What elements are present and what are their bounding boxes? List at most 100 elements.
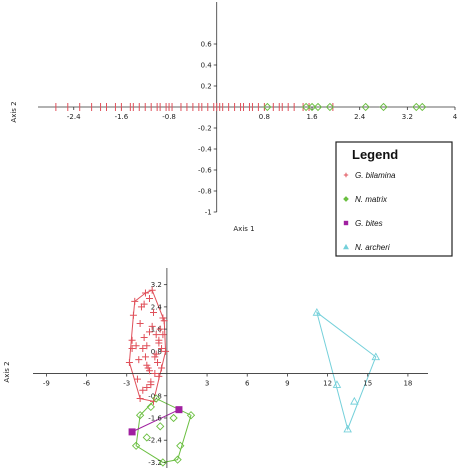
bottom-point bbox=[159, 314, 167, 322]
top-x-tick-label: 0.8 bbox=[259, 113, 270, 121]
bottom-point bbox=[169, 413, 178, 423]
top-x-tick-label: 1.6 bbox=[306, 113, 318, 121]
top-point bbox=[379, 102, 388, 112]
bottom-point bbox=[145, 367, 153, 375]
bottom-point bbox=[151, 370, 159, 378]
top-x-tick-label: 2.4 bbox=[354, 113, 366, 121]
bottom-point bbox=[139, 386, 147, 394]
legend-box bbox=[335, 141, 453, 257]
bottom-point bbox=[158, 345, 166, 353]
bottom-point bbox=[145, 295, 153, 303]
bottom-y-tick-label: 3.2 bbox=[151, 281, 162, 289]
bottom-point bbox=[155, 336, 163, 344]
bottom-point bbox=[150, 308, 158, 316]
legend-marker bbox=[343, 243, 349, 250]
top-point bbox=[412, 102, 421, 112]
bottom-point bbox=[128, 428, 136, 436]
bottom-point bbox=[158, 458, 168, 467]
bottom-point bbox=[173, 455, 182, 464]
legend-marker bbox=[343, 172, 349, 178]
bottom-point bbox=[141, 353, 149, 361]
bottom-point bbox=[158, 364, 166, 372]
legend-label: G. bites bbox=[355, 219, 383, 228]
bottom-point bbox=[135, 356, 143, 364]
top-points bbox=[55, 102, 427, 112]
bottom-point bbox=[175, 406, 183, 414]
legend-marker bbox=[343, 220, 349, 226]
bottom-point bbox=[139, 345, 147, 353]
bottom-point bbox=[350, 396, 359, 405]
bottom-point bbox=[128, 336, 136, 344]
bottom-point bbox=[145, 328, 153, 336]
bottom-x-tick-label: 12 bbox=[323, 380, 332, 388]
bottom-x-tick-label: 9 bbox=[285, 380, 289, 388]
bottom-point bbox=[133, 375, 141, 383]
legend-marker bbox=[343, 196, 349, 202]
bottom-point bbox=[131, 441, 141, 450]
legend-label: N. matrix bbox=[355, 195, 388, 204]
top-x-tick-label: 4 bbox=[453, 113, 458, 121]
bottom-y-tick-label: 1.6 bbox=[151, 326, 163, 334]
bottom-point bbox=[159, 331, 167, 339]
bottom-point bbox=[132, 342, 140, 350]
bottom-y-axis-title: Axis 2 bbox=[3, 361, 11, 382]
bottom-point bbox=[136, 395, 144, 403]
bottom-point bbox=[135, 411, 145, 420]
bottom-point bbox=[151, 353, 159, 361]
bottom-y-tick-label: 2.4 bbox=[151, 303, 163, 311]
top-point bbox=[301, 102, 311, 112]
bottom-point bbox=[162, 347, 170, 355]
bottom-point bbox=[136, 320, 144, 328]
bottom-point bbox=[146, 402, 155, 412]
bottom-point bbox=[332, 380, 342, 388]
bottom-point bbox=[176, 441, 185, 450]
top-x-tick-label: -2.4 bbox=[67, 113, 81, 121]
bottom-y-tick-label: -3.2 bbox=[148, 459, 162, 467]
bottom-points bbox=[125, 286, 381, 467]
bottom-x-tick-label: -3 bbox=[123, 380, 130, 388]
chart-bottom: -9 -6 -3 3 6 9 12 15 18 3.22.41.60.8-0.8-1.6-2.4… bbox=[3, 268, 428, 468]
top-x-tick-label: 3.2 bbox=[402, 113, 413, 121]
bottom-x-tick-label: 6 bbox=[245, 380, 250, 388]
bottom-point bbox=[141, 289, 149, 297]
top-x-tick-label: -0.8 bbox=[162, 113, 176, 121]
bottom-x-tick-label: -9 bbox=[43, 380, 50, 388]
bottom-point bbox=[125, 358, 133, 366]
top-y-tick-label: -0.4 bbox=[198, 146, 212, 154]
bottom-point bbox=[156, 422, 165, 431]
bottom-point bbox=[131, 297, 139, 305]
legend-label: N. archeri bbox=[355, 243, 390, 252]
bottom-point bbox=[152, 394, 161, 403]
bottom-x-ticks: -9 -6 -3 3 6 9 12 15 18 bbox=[43, 373, 412, 388]
top-y-tick-label: -0.6 bbox=[198, 167, 212, 175]
bottom-point bbox=[312, 308, 322, 316]
bottom-x-tick-label: 15 bbox=[363, 380, 372, 388]
bottom-point bbox=[129, 311, 137, 319]
bottom-x-tick-label: 18 bbox=[403, 380, 412, 388]
bottom-point bbox=[154, 358, 162, 366]
bottom-y-tick-label: -2.4 bbox=[148, 437, 162, 445]
bottom-point bbox=[343, 424, 352, 433]
legend-entries: G. bilamina N. matrix G. bites N. archeri bbox=[343, 171, 396, 252]
bottom-point bbox=[147, 378, 155, 386]
bottom-point bbox=[143, 342, 151, 350]
bottom-point bbox=[148, 322, 156, 330]
hull-polygon bbox=[316, 311, 377, 431]
bottom-point bbox=[140, 333, 148, 341]
top-y-ticks: 0.6 0.4 0.2 -0.2 -0.4 -0.6 -0.8 -1 bbox=[198, 41, 217, 217]
bottom-point bbox=[155, 372, 163, 380]
top-point bbox=[325, 102, 335, 112]
top-y-tick-label: -1 bbox=[205, 209, 212, 217]
bottom-point bbox=[156, 325, 164, 333]
bottom-point bbox=[142, 433, 151, 442]
bottom-x-tick-label: 3 bbox=[205, 380, 209, 388]
bottom-point bbox=[140, 300, 148, 308]
legend-title: Legend bbox=[352, 147, 398, 162]
top-x-axis-title: Axis 1 bbox=[233, 225, 254, 233]
bottom-point bbox=[186, 411, 196, 420]
top-point bbox=[263, 102, 272, 112]
top-y-tick-label: -0.8 bbox=[198, 188, 212, 196]
bottom-hulls bbox=[128, 289, 377, 463]
top-y-tick-label: 0.4 bbox=[201, 62, 213, 70]
